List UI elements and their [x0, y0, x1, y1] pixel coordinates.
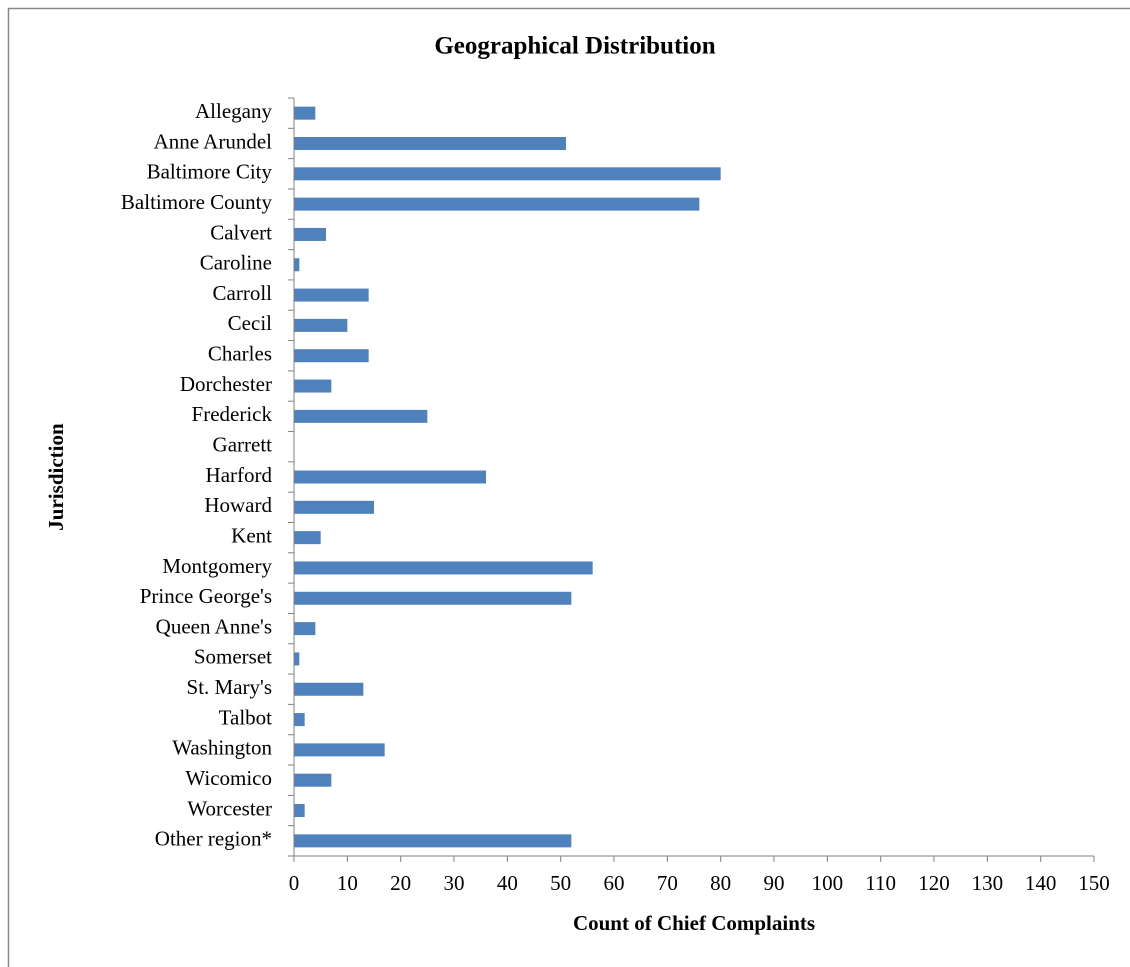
bar [294, 136, 566, 150]
bar [294, 409, 428, 423]
bar [294, 258, 300, 272]
bar [294, 713, 305, 727]
bar [294, 379, 332, 393]
y-tick-label: Kent [231, 523, 272, 547]
bar [294, 743, 385, 757]
bar [294, 227, 326, 241]
x-tick-label: 60 [604, 871, 625, 895]
y-tick-label: Charles [208, 342, 272, 366]
chart-border [7, 7, 1130, 967]
bar [294, 682, 364, 696]
y-tick-label: Worcester [187, 796, 272, 820]
bar [294, 773, 332, 787]
y-tick-label: Carroll [213, 281, 273, 305]
bar [294, 804, 305, 818]
bar [294, 591, 572, 605]
x-tick-label: 80 [710, 871, 731, 895]
bar [294, 531, 321, 545]
x-tick-label: 110 [865, 871, 896, 895]
y-tick-label: Talbot [219, 705, 273, 729]
y-tick-label: Somerset [194, 645, 272, 669]
chart-title: Geographical Distribution [434, 33, 715, 60]
bar [294, 834, 572, 848]
y-axis-title: Jurisdiction [44, 423, 68, 531]
x-tick-label: 100 [812, 871, 844, 895]
x-axis-title: Count of Chief Complaints [573, 911, 815, 935]
y-tick-label: Calvert [210, 220, 272, 244]
bar [294, 167, 721, 181]
y-tick-label: Other region* [155, 827, 272, 851]
y-tick-label: Cecil [228, 311, 272, 335]
y-tick-label: Harford [206, 463, 273, 487]
x-tick-label: 70 [657, 871, 678, 895]
y-tick-label: Queen Anne's [156, 614, 272, 638]
bar [294, 318, 348, 332]
x-tick-label: 10 [337, 871, 358, 895]
y-tick-label: Baltimore City [147, 160, 273, 184]
x-tick-label: 30 [444, 871, 465, 895]
x-tick-label: 50 [550, 871, 571, 895]
x-tick-label: 120 [918, 871, 950, 895]
x-tick-label: 90 [764, 871, 785, 895]
x-tick-label: 140 [1025, 871, 1057, 895]
bar [294, 288, 369, 302]
bar [294, 622, 316, 636]
y-tick-label: Garrett [213, 432, 273, 456]
y-tick-label: Allegany [195, 99, 272, 123]
bar [294, 652, 300, 666]
x-tick-label: 40 [497, 871, 518, 895]
y-tick-label: Anne Arundel [154, 129, 273, 153]
bar [294, 197, 700, 211]
y-tick-label: Frederick [192, 402, 273, 426]
bar [294, 561, 593, 575]
x-tick-label: 0 [289, 871, 300, 895]
y-tick-label: Wicomico [185, 766, 272, 790]
y-tick-label: Prince George's [140, 584, 272, 608]
y-tick-label: Howard [204, 493, 272, 517]
bar [294, 470, 486, 484]
y-tick-label: Baltimore County [121, 190, 273, 214]
x-tick-label: 20 [390, 871, 411, 895]
x-tick-label: 130 [972, 871, 1004, 895]
y-tick-label: St. Mary's [187, 675, 272, 699]
y-tick-label: Caroline [200, 251, 272, 275]
y-tick-label: Washington [172, 736, 272, 760]
y-tick-label: Montgomery [162, 554, 272, 578]
bar [294, 349, 369, 363]
bar [294, 106, 316, 120]
x-tick-label: 150 [1078, 871, 1110, 895]
y-tick-label: Dorchester [180, 372, 272, 396]
bar [294, 500, 374, 514]
